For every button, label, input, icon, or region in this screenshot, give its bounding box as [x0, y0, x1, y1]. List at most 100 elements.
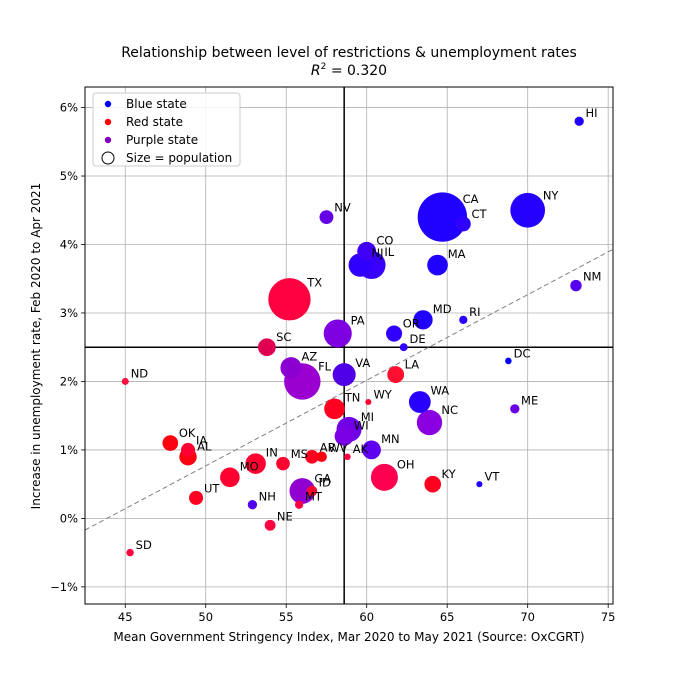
point-nm [570, 279, 582, 292]
label-wa: WA [430, 384, 449, 398]
label-sd: SD [136, 538, 152, 552]
trend-line [84, 248, 614, 531]
plot-frame [84, 86, 614, 605]
x-tick-label: 75 [601, 610, 616, 624]
y-axis-ticks: −1% 0% 1% 2% 3% 4% 5% 6% [50, 101, 85, 594]
label-fl: FL [318, 359, 332, 373]
r-symbol: R [311, 63, 321, 79]
label-vt: VT [485, 470, 501, 484]
label-ne: NE [277, 510, 293, 524]
y-tick-label: 2% [60, 374, 78, 388]
y-tick-label: 0% [60, 511, 78, 525]
point-ak [344, 453, 351, 461]
legend-label-purple: Purple state [126, 133, 198, 147]
point-ny [510, 192, 546, 228]
label-nh: NH [259, 489, 276, 503]
legend-box [92, 92, 241, 167]
point-nc [416, 409, 443, 436]
point-ia [180, 442, 196, 457]
point-mn [362, 440, 381, 460]
y-tick-label: 3% [60, 306, 78, 320]
label-wi: WI [354, 418, 369, 432]
label-ak: AK [353, 442, 369, 456]
chart-title: Relationship between level of restrictio… [121, 45, 577, 61]
point-hi [574, 116, 584, 126]
label-mo: MO [240, 459, 259, 473]
point-mo [220, 467, 240, 488]
point-ri [459, 315, 468, 324]
point-ca [417, 192, 468, 242]
point-tx [268, 278, 311, 321]
point-or [386, 325, 403, 342]
label-ar: AR [320, 440, 336, 454]
label-il: IL [384, 245, 394, 259]
point-me [510, 404, 520, 414]
point-de [399, 343, 408, 352]
label-mn: MN [381, 432, 400, 446]
r-superscript: 2 [321, 62, 327, 72]
label-ms: MS [291, 447, 308, 461]
point-ct [455, 216, 471, 232]
y-tick-label: 1% [60, 443, 78, 457]
legend-marker-red [104, 118, 112, 126]
label-mt: MT [305, 490, 323, 504]
point-dc [505, 357, 512, 365]
point-co [357, 241, 377, 261]
x-tick-label: 45 [118, 610, 133, 624]
label-nc: NC [441, 403, 458, 417]
label-nv: NV [334, 201, 351, 215]
x-axis-ticks: 45 50 55 60 65 70 75 [118, 604, 616, 624]
point-la [387, 366, 405, 384]
point-ut [189, 490, 204, 505]
x-tick-label: 60 [359, 610, 374, 624]
point-wv [316, 451, 327, 463]
label-ri: RI [469, 305, 480, 319]
label-ma: MA [448, 247, 466, 261]
x-tick-label: 70 [520, 610, 535, 624]
point-tn [324, 398, 345, 420]
legend: Blue state Red state Purple state Size = po… [92, 92, 241, 167]
label-de: DE [409, 332, 425, 346]
point-wi [334, 426, 354, 446]
label-pa: PA [351, 313, 365, 327]
label-wv: WV [328, 441, 347, 455]
r-value: = 0.320 [326, 63, 387, 79]
chart-subtitle: R2 = 0.320 [311, 62, 387, 79]
y-tick-label: 4% [60, 237, 78, 251]
point-ar [305, 449, 319, 464]
label-va: VA [355, 356, 370, 370]
x-tick-label: 65 [440, 610, 455, 624]
point-md [413, 310, 433, 330]
label-ca: CA [463, 192, 479, 206]
point-ne [264, 519, 276, 531]
y-tick-label: 6% [60, 101, 78, 115]
point-ma [427, 254, 448, 276]
point-id [306, 485, 318, 497]
legend-label-blue: Blue state [126, 97, 187, 111]
data-points [121, 116, 584, 557]
label-ky: KY [442, 467, 457, 481]
regression-trend-line [84, 248, 614, 531]
label-ct: CT [472, 207, 488, 221]
label-id: ID [319, 475, 331, 489]
label-az: AZ [301, 349, 317, 363]
label-or: OR [403, 316, 420, 330]
point-ky [424, 475, 442, 493]
label-co: CO [376, 234, 393, 248]
point-ms [276, 456, 290, 471]
point-sd [126, 548, 134, 557]
point-pa [323, 319, 352, 348]
label-ny: NY [543, 189, 560, 203]
legend-marker-size [101, 151, 115, 165]
legend-marker-blue [104, 100, 112, 108]
label-la: LA [405, 357, 420, 371]
legend-label-size: Size = population [126, 151, 232, 165]
label-nj: NJ [371, 246, 383, 260]
label-hi: HI [585, 106, 597, 120]
point-ga [289, 478, 316, 504]
point-sc [258, 338, 276, 357]
label-tx: TX [306, 276, 322, 290]
label-mi: MI [361, 410, 374, 424]
